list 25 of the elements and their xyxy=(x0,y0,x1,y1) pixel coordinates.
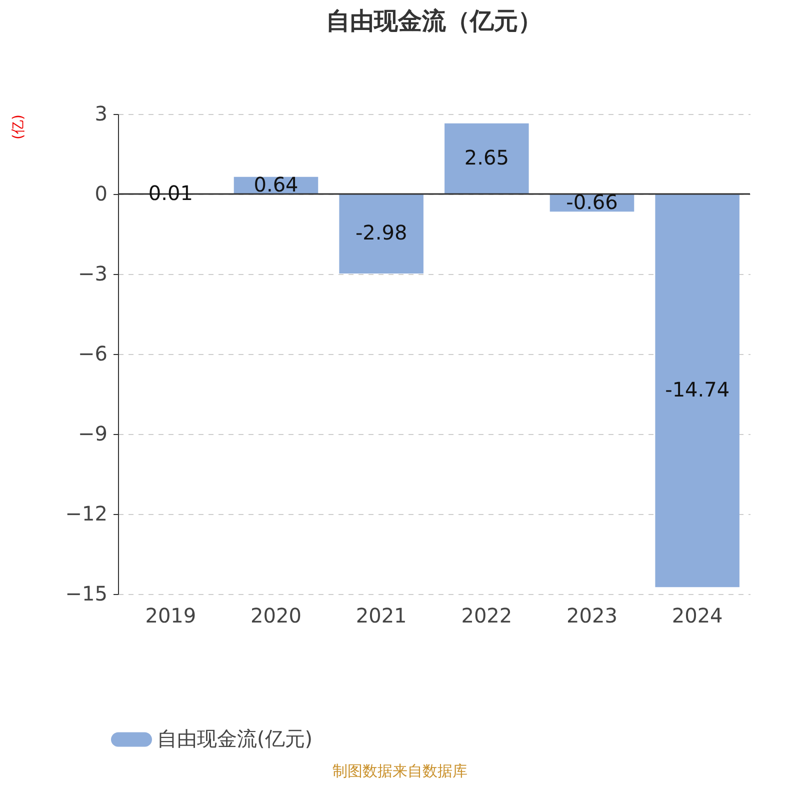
data-label: -14.74 xyxy=(665,378,730,402)
data-label: -2.98 xyxy=(355,220,408,245)
x-tick-label: 2019 xyxy=(145,604,196,628)
legend-label: 自由现金流(亿元) xyxy=(157,726,313,750)
y-tick-label: −9 xyxy=(78,422,108,446)
text: 制图数据来自数据库 xyxy=(332,762,468,781)
bar xyxy=(655,194,740,588)
data-label: -0.66 xyxy=(566,190,618,214)
x-tick-label: 2021 xyxy=(356,604,407,628)
y-tick-label: 3 xyxy=(94,102,108,126)
y-axis-title: (亿) xyxy=(10,114,26,140)
x-tick-label: 2023 xyxy=(566,604,618,628)
x-tick-label: 2024 xyxy=(672,604,723,628)
x-tick-label: 2022 xyxy=(461,604,512,628)
y-tick-label: −6 xyxy=(78,342,108,366)
x-tick-label: 2020 xyxy=(250,604,302,628)
data-label: 2.65 xyxy=(464,146,509,170)
y-tick-label: −15 xyxy=(65,582,108,606)
chart-title: 自由现金流（亿元） xyxy=(326,7,542,35)
y-tick-label: 0 xyxy=(94,182,108,206)
bar xyxy=(339,194,424,274)
y-tick-label: −12 xyxy=(65,502,108,526)
bar xyxy=(444,123,529,194)
y-tick-label: −3 xyxy=(78,262,108,286)
data-label: 0.64 xyxy=(254,172,298,196)
